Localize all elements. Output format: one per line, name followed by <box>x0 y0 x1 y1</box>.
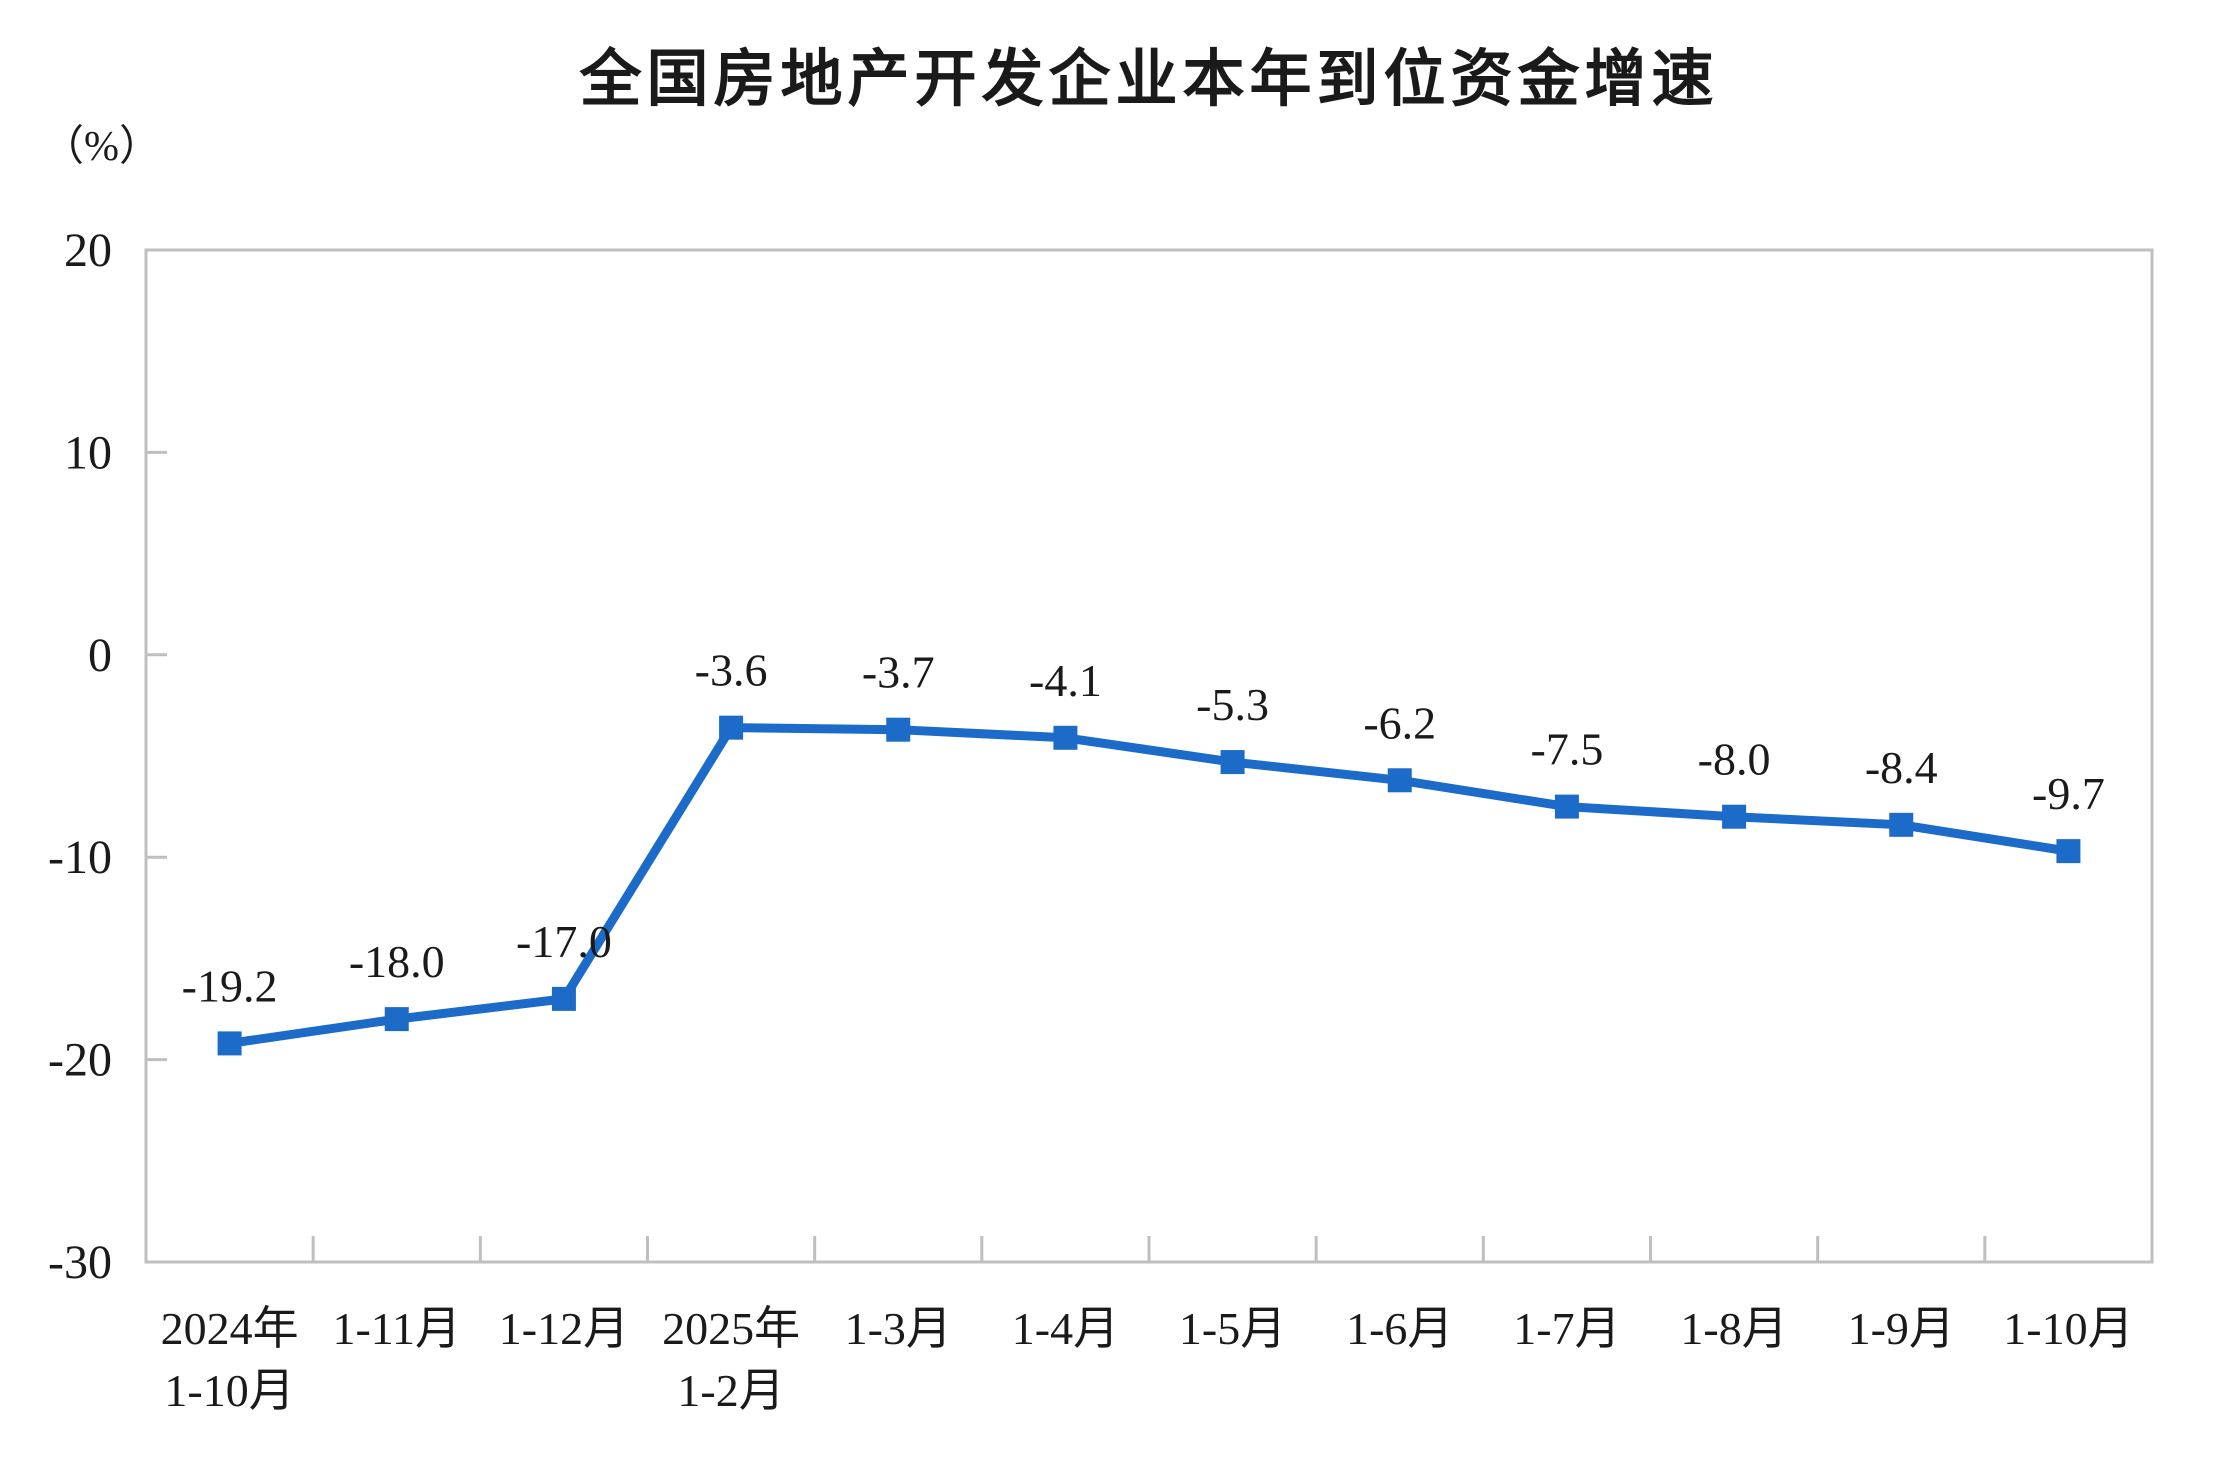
y-axis-tick-label: -30 <box>48 1236 112 1289</box>
data-point-marker <box>1554 794 1579 819</box>
plot-border <box>144 248 2154 1264</box>
y-axis-tick-label: 10 <box>64 426 112 479</box>
data-point-label: -8.0 <box>1698 734 1771 785</box>
trend-line <box>228 723 2070 1048</box>
data-point-label: -3.6 <box>695 645 768 696</box>
y-axis-tick-label: -10 <box>48 831 112 884</box>
x-axis-tick-label: 1-8月 <box>1680 1303 1787 1354</box>
data-point-marker <box>1053 725 1078 750</box>
data-point-marker <box>1387 768 1412 793</box>
x-axis-tick-label: 1-3月 <box>845 1303 952 1354</box>
data-point-marker <box>1889 812 1914 837</box>
data-point-label: -3.7 <box>862 647 935 698</box>
data-point-label: -7.5 <box>1531 724 1604 775</box>
data-point-marker <box>2056 839 2081 864</box>
data-point-marker <box>719 715 744 740</box>
data-point-label: -19.2 <box>182 960 278 1011</box>
data-point-marker <box>551 986 576 1011</box>
data-point-marker <box>1220 750 1245 775</box>
data-point-label: -5.3 <box>1196 679 1269 730</box>
x-axis-tick-label: 1-12月 <box>499 1303 629 1354</box>
y-axis-unit-label: （%） <box>42 124 161 170</box>
x-axis-tick-label: 1-7月 <box>1513 1303 1620 1354</box>
data-point-label: -4.1 <box>1029 655 1102 706</box>
data-point-marker <box>1722 804 1747 829</box>
x-axis-tick-label: 2024年 <box>161 1303 299 1354</box>
data-point-label: -8.4 <box>1865 742 1938 793</box>
data-point-marker <box>217 1031 242 1056</box>
chart-title: 全国房地产开发企业本年到位资金增速 <box>579 42 1719 115</box>
data-point-label: -18.0 <box>349 936 445 987</box>
y-axis-tick-label: 0 <box>88 629 112 682</box>
x-axis-tick-label: 1-6月 <box>1346 1303 1453 1354</box>
data-point-marker <box>384 1007 409 1032</box>
data-point-label: -9.7 <box>2032 768 2105 819</box>
data-point-label: -17.0 <box>516 916 612 967</box>
x-axis-tick-label: 1-10月 <box>2003 1303 2133 1354</box>
y-axis-tick-label: -20 <box>48 1034 112 1087</box>
x-axis-tick-label: 1-9月 <box>1848 1303 1955 1354</box>
x-axis-tick-label: 2025年 <box>662 1303 800 1354</box>
x-axis-tick-label: 1-5月 <box>1179 1303 1286 1354</box>
x-axis-tick-label: 1-10月 <box>164 1365 294 1416</box>
x-axis-tick-label: 1-2月 <box>677 1365 784 1416</box>
x-axis-tick-label: 1-11月 <box>332 1303 461 1354</box>
data-point-marker <box>886 717 911 742</box>
x-axis-tick-label: 1-4月 <box>1012 1303 1119 1354</box>
data-point-label: -6.2 <box>1363 697 1436 748</box>
y-axis-tick-label: 20 <box>64 224 112 277</box>
